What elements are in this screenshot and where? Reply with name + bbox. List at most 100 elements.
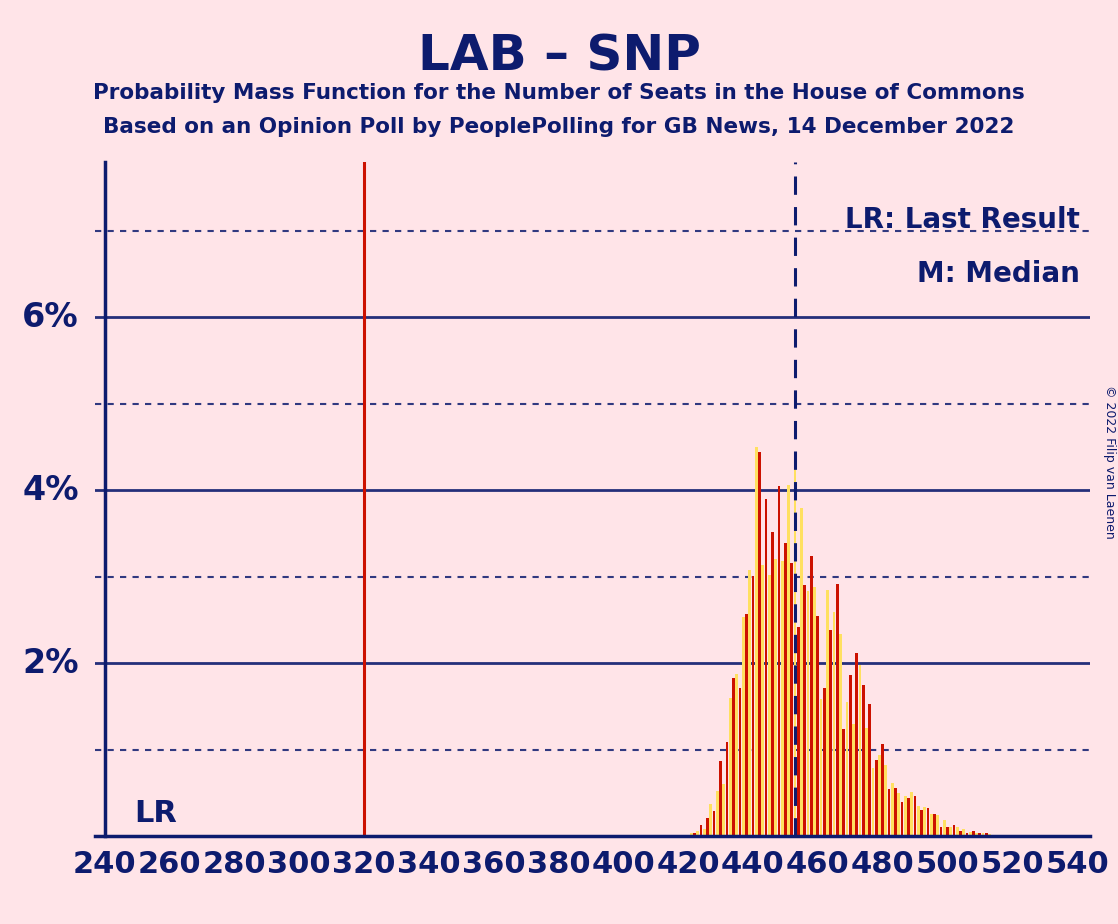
Text: LR: Last Result: LR: Last Result — [845, 205, 1080, 234]
Bar — [898, 793, 900, 836]
Bar — [937, 815, 939, 836]
Bar — [874, 760, 878, 836]
Bar — [775, 559, 777, 836]
Bar — [758, 453, 761, 836]
Bar — [765, 499, 767, 836]
Bar — [736, 675, 738, 836]
Bar — [901, 802, 903, 836]
Bar — [826, 590, 828, 836]
Bar — [745, 614, 748, 836]
Bar — [920, 810, 922, 836]
Bar — [761, 565, 764, 836]
Bar — [888, 789, 890, 836]
Bar — [813, 587, 816, 836]
Bar — [742, 617, 745, 836]
Bar — [697, 831, 699, 836]
Text: Probability Mass Function for the Number of Seats in the House of Commons: Probability Mass Function for the Number… — [93, 83, 1025, 103]
Bar — [809, 556, 813, 836]
Text: Based on an Opinion Poll by PeoplePolling for GB News, 14 December 2022: Based on an Opinion Poll by PeoplePollin… — [103, 117, 1015, 138]
Bar — [904, 796, 907, 836]
Bar — [833, 613, 835, 836]
Bar — [862, 685, 864, 836]
Bar — [722, 784, 726, 836]
Bar — [748, 570, 751, 836]
Bar — [956, 827, 958, 836]
Bar — [686, 835, 690, 836]
Bar — [768, 576, 770, 836]
Bar — [927, 808, 929, 836]
Bar — [988, 833, 991, 836]
Bar — [913, 796, 917, 836]
Bar — [992, 835, 994, 836]
Bar — [930, 814, 932, 836]
Bar — [707, 818, 709, 836]
Bar — [840, 635, 842, 836]
Bar — [842, 729, 845, 836]
Bar — [959, 832, 961, 836]
Bar — [869, 704, 871, 836]
Bar — [690, 833, 693, 836]
Bar — [878, 755, 881, 836]
Bar — [710, 805, 712, 836]
Bar — [969, 833, 972, 836]
Bar — [732, 677, 735, 836]
Text: LR: LR — [134, 798, 177, 828]
Bar — [819, 699, 823, 836]
Bar — [963, 830, 965, 836]
Bar — [729, 699, 731, 836]
Bar — [777, 486, 780, 836]
Bar — [693, 833, 697, 836]
Bar — [910, 793, 913, 836]
Bar — [739, 688, 741, 836]
Bar — [995, 834, 997, 836]
Bar — [794, 455, 796, 836]
Bar — [972, 832, 975, 836]
Bar — [907, 798, 910, 836]
Bar — [823, 688, 826, 836]
Bar — [830, 630, 832, 836]
Bar — [942, 820, 946, 836]
Bar — [784, 542, 787, 836]
Bar — [712, 811, 716, 836]
Bar — [790, 563, 794, 836]
Bar — [859, 665, 861, 836]
Bar — [852, 724, 855, 836]
Bar — [978, 833, 982, 836]
Text: © 2022 Filip van Laenen: © 2022 Filip van Laenen — [1102, 385, 1116, 539]
Bar — [845, 701, 849, 836]
Text: 4%: 4% — [22, 474, 79, 506]
Bar — [946, 827, 949, 836]
Bar — [1004, 835, 1007, 836]
Bar — [917, 806, 920, 836]
Bar — [716, 791, 719, 836]
Bar — [816, 615, 819, 836]
Bar — [836, 584, 838, 836]
Text: LAB – SNP: LAB – SNP — [417, 32, 701, 80]
Bar — [726, 742, 729, 836]
Bar — [797, 626, 799, 836]
Bar — [849, 675, 852, 836]
Bar — [949, 827, 953, 836]
Bar — [703, 829, 705, 836]
Bar — [751, 577, 755, 836]
Bar — [780, 561, 784, 836]
Bar — [700, 825, 702, 836]
Bar — [807, 591, 809, 836]
Text: 2%: 2% — [22, 647, 79, 680]
Bar — [804, 585, 806, 836]
Bar — [894, 788, 897, 836]
Bar — [884, 765, 888, 836]
Bar — [934, 814, 936, 836]
Bar — [771, 532, 774, 836]
Bar — [891, 783, 893, 836]
Text: M: Median: M: Median — [918, 260, 1080, 287]
Bar — [939, 827, 942, 836]
Bar — [923, 807, 926, 836]
Bar — [966, 833, 968, 836]
Bar — [982, 833, 985, 836]
Bar — [800, 508, 803, 836]
Bar — [719, 760, 722, 836]
Bar — [787, 485, 790, 836]
Bar — [975, 833, 978, 836]
Bar — [855, 652, 859, 836]
